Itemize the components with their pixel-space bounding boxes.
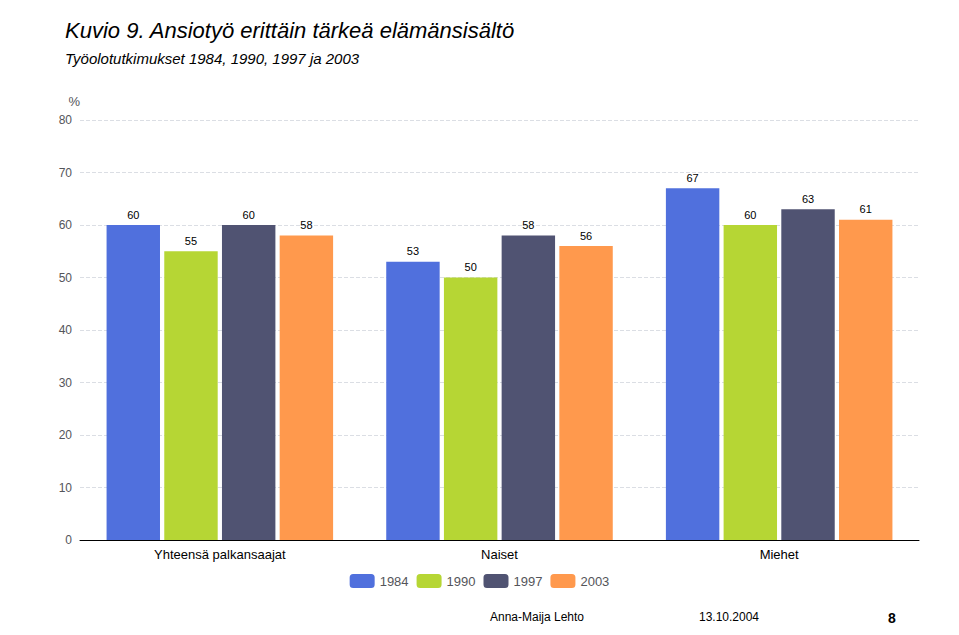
svg-text:30: 30 — [59, 376, 73, 390]
svg-text:1984: 1984 — [380, 574, 409, 589]
svg-text:Kuvio 9. Ansiotyö erittäin tär: Kuvio 9. Ansiotyö erittäin tärkeä elämän… — [65, 18, 514, 43]
svg-text:10: 10 — [59, 481, 73, 495]
svg-text:1997: 1997 — [514, 574, 543, 589]
svg-text:50: 50 — [465, 261, 477, 273]
svg-text:60: 60 — [243, 209, 255, 221]
svg-text:Työolotutkimukset 1984, 1990,: Työolotutkimukset 1984, 1990, 1997 ja 20… — [65, 50, 360, 67]
svg-text:40: 40 — [59, 323, 73, 337]
svg-text:0: 0 — [65, 533, 72, 547]
svg-text:50: 50 — [59, 271, 73, 285]
svg-text:70: 70 — [59, 166, 73, 180]
svg-text:8: 8 — [888, 610, 896, 626]
svg-text:60: 60 — [127, 209, 139, 221]
svg-text:Naiset: Naiset — [481, 547, 518, 562]
svg-text:60: 60 — [744, 209, 756, 221]
svg-text:61: 61 — [860, 203, 872, 215]
svg-text:13.10.2004: 13.10.2004 — [699, 610, 759, 624]
svg-text:1990: 1990 — [447, 574, 476, 589]
svg-text:%: % — [68, 94, 80, 109]
svg-text:53: 53 — [407, 245, 419, 257]
svg-text:58: 58 — [300, 219, 312, 231]
svg-text:56: 56 — [580, 230, 592, 242]
svg-text:63: 63 — [802, 193, 814, 205]
svg-text:2003: 2003 — [580, 574, 609, 589]
svg-text:80: 80 — [59, 113, 73, 127]
svg-text:Miehet: Miehet — [760, 547, 799, 562]
svg-text:Anna-Maija Lehto: Anna-Maija Lehto — [490, 610, 584, 624]
svg-text:20: 20 — [59, 428, 73, 442]
svg-text:67: 67 — [686, 172, 698, 184]
svg-text:58: 58 — [522, 219, 534, 231]
svg-text:60: 60 — [59, 218, 73, 232]
svg-text:55: 55 — [185, 235, 197, 247]
svg-text:Yhteensä palkansaajat: Yhteensä palkansaajat — [154, 547, 286, 562]
